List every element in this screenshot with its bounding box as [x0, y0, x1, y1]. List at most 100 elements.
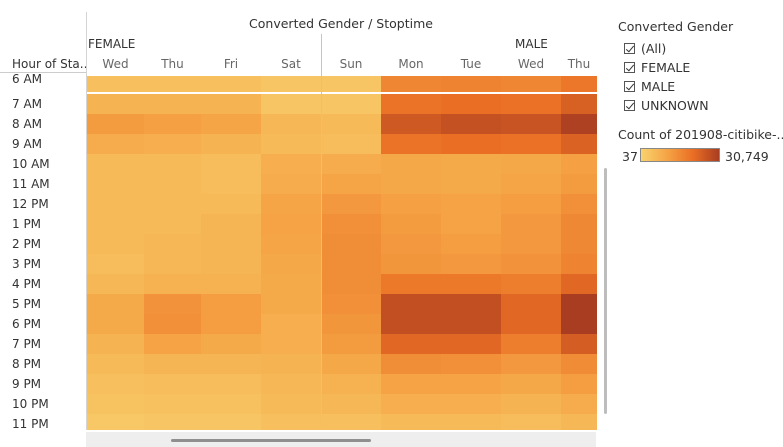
heatmap-cell[interactable]	[261, 314, 321, 334]
heatmap-cell[interactable]	[561, 414, 597, 430]
heatmap-cell[interactable]	[87, 334, 144, 354]
heatmap-cell[interactable]	[201, 134, 261, 154]
heatmap-cell[interactable]	[261, 234, 321, 254]
heatmap-cell[interactable]	[321, 274, 381, 294]
heatmap-cell[interactable]	[321, 254, 381, 274]
heatmap-cell[interactable]	[87, 174, 144, 194]
checkbox-checked-icon[interactable]	[624, 80, 635, 92]
heatmap-cell[interactable]	[201, 154, 261, 174]
heatmap-cell[interactable]	[87, 134, 144, 154]
heatmap-cell[interactable]	[501, 154, 561, 174]
heatmap-cell[interactable]	[381, 354, 441, 374]
heatmap-cell[interactable]	[561, 154, 597, 174]
filter-option-female[interactable]: FEMALE	[624, 59, 690, 75]
heatmap-cell[interactable]	[201, 354, 261, 374]
heatmap-cell[interactable]	[201, 374, 261, 394]
heatmap-cell[interactable]	[201, 76, 261, 92]
heatmap-cell[interactable]	[441, 374, 501, 394]
heatmap-cell[interactable]	[321, 154, 381, 174]
heatmap-cell[interactable]	[501, 394, 561, 414]
heatmap-cell[interactable]	[87, 314, 144, 334]
heatmap-cell[interactable]	[261, 294, 321, 314]
heatmap-cell[interactable]	[321, 334, 381, 354]
heatmap-cell[interactable]	[87, 194, 144, 214]
heatmap-cell[interactable]	[201, 94, 261, 114]
heatmap-cell[interactable]	[381, 174, 441, 194]
heatmap-cell[interactable]	[87, 394, 144, 414]
heatmap-cell[interactable]	[381, 194, 441, 214]
heatmap-cell[interactable]	[441, 294, 501, 314]
heatmap-cell[interactable]	[501, 294, 561, 314]
heatmap-cell[interactable]	[321, 234, 381, 254]
heatmap-cell[interactable]	[261, 94, 321, 114]
heatmap-cell[interactable]	[321, 314, 381, 334]
heatmap-cell[interactable]	[261, 76, 321, 92]
heatmap-cell[interactable]	[201, 334, 261, 354]
heatmap-cell[interactable]	[144, 194, 201, 214]
heatmap-cell[interactable]	[144, 76, 201, 92]
heatmap-cell[interactable]	[144, 154, 201, 174]
heatmap-cell[interactable]	[501, 314, 561, 334]
heatmap-cell[interactable]	[87, 254, 144, 274]
heatmap-cell[interactable]	[561, 174, 597, 194]
heatmap-cell[interactable]	[381, 154, 441, 174]
heatmap-cell[interactable]	[144, 94, 201, 114]
heatmap-cell[interactable]	[561, 394, 597, 414]
heatmap-cell[interactable]	[381, 394, 441, 414]
heatmap-cell[interactable]	[87, 94, 144, 114]
heatmap-cell[interactable]	[87, 414, 144, 430]
heatmap-cell[interactable]	[201, 114, 261, 134]
heatmap-cell[interactable]	[381, 76, 441, 92]
heatmap-cell[interactable]	[441, 414, 501, 430]
heatmap-cell[interactable]	[441, 174, 501, 194]
heatmap-cell[interactable]	[321, 94, 381, 114]
filter-option-all[interactable]: (All)	[624, 40, 666, 56]
heatmap-cell[interactable]	[261, 414, 321, 430]
heatmap-cell[interactable]	[144, 234, 201, 254]
heatmap-cell[interactable]	[201, 194, 261, 214]
vertical-scrollbar[interactable]	[604, 168, 607, 414]
heatmap-cell[interactable]	[441, 94, 501, 114]
heatmap-cell[interactable]	[501, 334, 561, 354]
heatmap-cell[interactable]	[381, 134, 441, 154]
heatmap-cell[interactable]	[501, 274, 561, 294]
heatmap-cell[interactable]	[321, 394, 381, 414]
heatmap-cell[interactable]	[381, 414, 441, 430]
heatmap-cell[interactable]	[144, 294, 201, 314]
horizontal-scrollbar-thumb[interactable]	[171, 439, 371, 442]
heatmap-cell[interactable]	[441, 394, 501, 414]
heatmap-cell[interactable]	[144, 314, 201, 334]
heatmap-cell[interactable]	[441, 154, 501, 174]
heatmap-cell[interactable]	[441, 314, 501, 334]
heatmap-cell[interactable]	[201, 414, 261, 430]
heatmap-cell[interactable]	[501, 414, 561, 430]
heatmap-cell[interactable]	[381, 214, 441, 234]
heatmap-cell[interactable]	[144, 334, 201, 354]
heatmap-cell[interactable]	[501, 134, 561, 154]
heatmap-cell[interactable]	[261, 354, 321, 374]
heatmap-cell[interactable]	[201, 174, 261, 194]
heatmap-cell[interactable]	[501, 254, 561, 274]
heatmap-cell[interactable]	[561, 214, 597, 234]
heatmap-cell[interactable]	[261, 114, 321, 134]
heatmap-cell[interactable]	[261, 334, 321, 354]
heatmap-cell[interactable]	[321, 174, 381, 194]
checkbox-checked-icon[interactable]	[624, 42, 635, 54]
heatmap-cell[interactable]	[501, 374, 561, 394]
heatmap-cell[interactable]	[381, 94, 441, 114]
heatmap-cell[interactable]	[144, 214, 201, 234]
heatmap-cell[interactable]	[201, 294, 261, 314]
heatmap-cell[interactable]	[381, 234, 441, 254]
heatmap-cell[interactable]	[201, 394, 261, 414]
heatmap-cell[interactable]	[87, 374, 144, 394]
heatmap-cell[interactable]	[441, 134, 501, 154]
heatmap-cell[interactable]	[321, 114, 381, 134]
heatmap-cell[interactable]	[144, 374, 201, 394]
heatmap-cell[interactable]	[441, 354, 501, 374]
heatmap-cell[interactable]	[381, 274, 441, 294]
heatmap-cell[interactable]	[381, 254, 441, 274]
checkbox-checked-icon[interactable]	[624, 99, 635, 111]
heatmap-cell[interactable]	[501, 76, 561, 92]
heatmap-cell[interactable]	[561, 334, 597, 354]
heatmap-cell[interactable]	[201, 214, 261, 234]
